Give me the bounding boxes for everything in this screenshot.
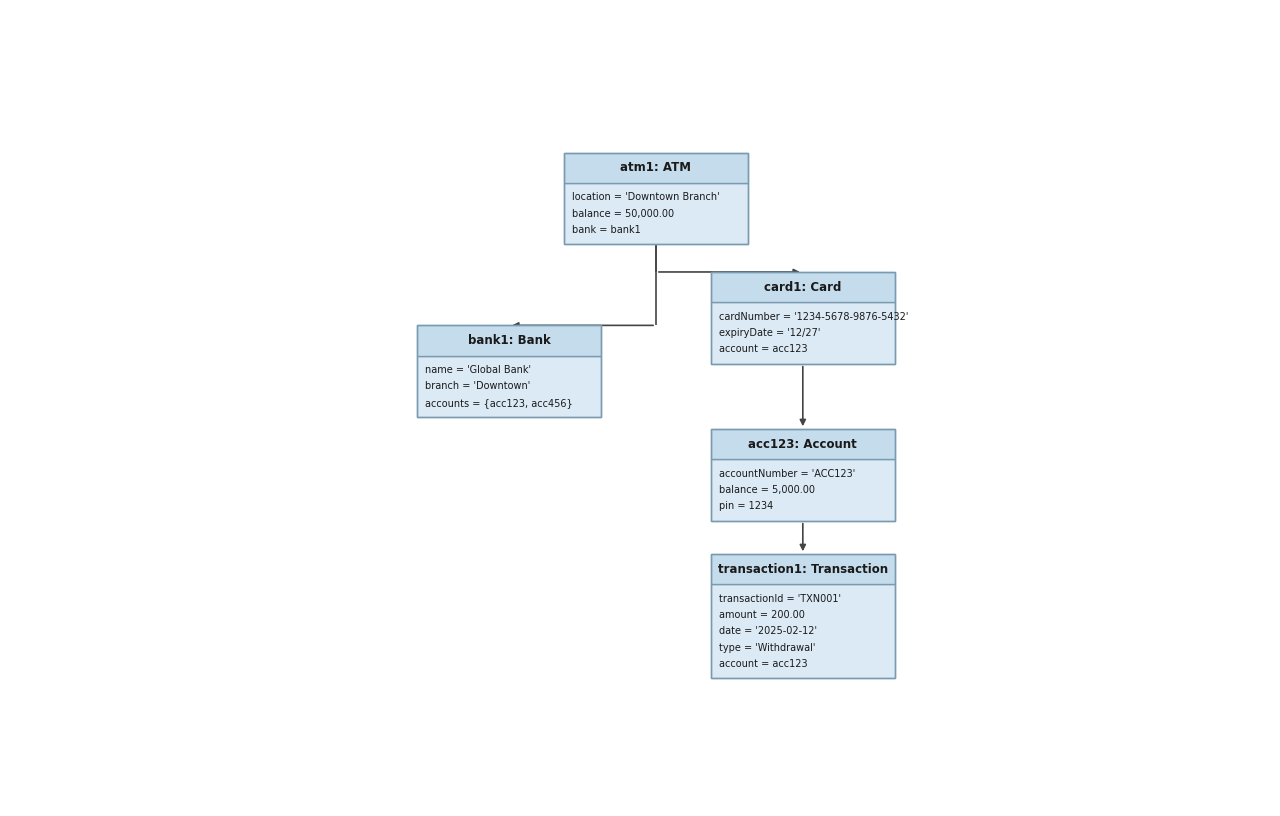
Text: balance = 50,000.00: balance = 50,000.00 [572, 209, 675, 219]
Text: location = 'Downtown Branch': location = 'Downtown Branch' [572, 193, 719, 202]
Bar [712, 272, 895, 364]
Bar [417, 326, 600, 356]
Text: bank = bank1: bank = bank1 [572, 225, 641, 235]
Bar [712, 272, 895, 302]
Text: atm1: ATM: atm1: ATM [621, 162, 691, 174]
Bar [712, 459, 895, 521]
Text: account = acc123: account = acc123 [719, 344, 808, 354]
Bar [712, 584, 895, 678]
Text: cardNumber = '1234-5678-9876-5432': cardNumber = '1234-5678-9876-5432' [719, 312, 909, 322]
Text: account = acc123: account = acc123 [719, 659, 808, 669]
Text: accounts = {acc123, acc456}: accounts = {acc123, acc456} [425, 397, 573, 408]
Text: accountNumber = 'ACC123': accountNumber = 'ACC123' [719, 468, 855, 479]
Bar [712, 429, 895, 459]
Text: bank1: Bank: bank1: Bank [467, 334, 550, 347]
Text: amount = 200.00: amount = 200.00 [719, 610, 805, 620]
Text: branch = 'Downtown': branch = 'Downtown' [425, 381, 531, 392]
Text: date = '2025-02-12': date = '2025-02-12' [719, 627, 817, 636]
Bar [712, 429, 895, 521]
Text: pin = 1234: pin = 1234 [719, 501, 773, 512]
Bar [712, 554, 895, 678]
Text: name = 'Global Bank': name = 'Global Bank' [425, 365, 531, 375]
Bar [564, 183, 748, 244]
Text: balance = 5,000.00: balance = 5,000.00 [719, 485, 815, 495]
Text: transactionId = 'TXN001': transactionId = 'TXN001' [719, 594, 841, 604]
Bar [712, 302, 895, 364]
Bar [564, 153, 748, 183]
Bar [417, 356, 600, 417]
Bar [417, 326, 600, 417]
Bar [712, 554, 895, 584]
Text: expiryDate = '12/27': expiryDate = '12/27' [719, 328, 820, 338]
Text: acc123: Account: acc123: Account [749, 437, 858, 450]
Bar [564, 153, 748, 244]
Text: transaction1: Transaction: transaction1: Transaction [718, 563, 888, 575]
Text: type = 'Withdrawal': type = 'Withdrawal' [719, 643, 815, 653]
Text: card1: Card: card1: Card [764, 281, 841, 294]
